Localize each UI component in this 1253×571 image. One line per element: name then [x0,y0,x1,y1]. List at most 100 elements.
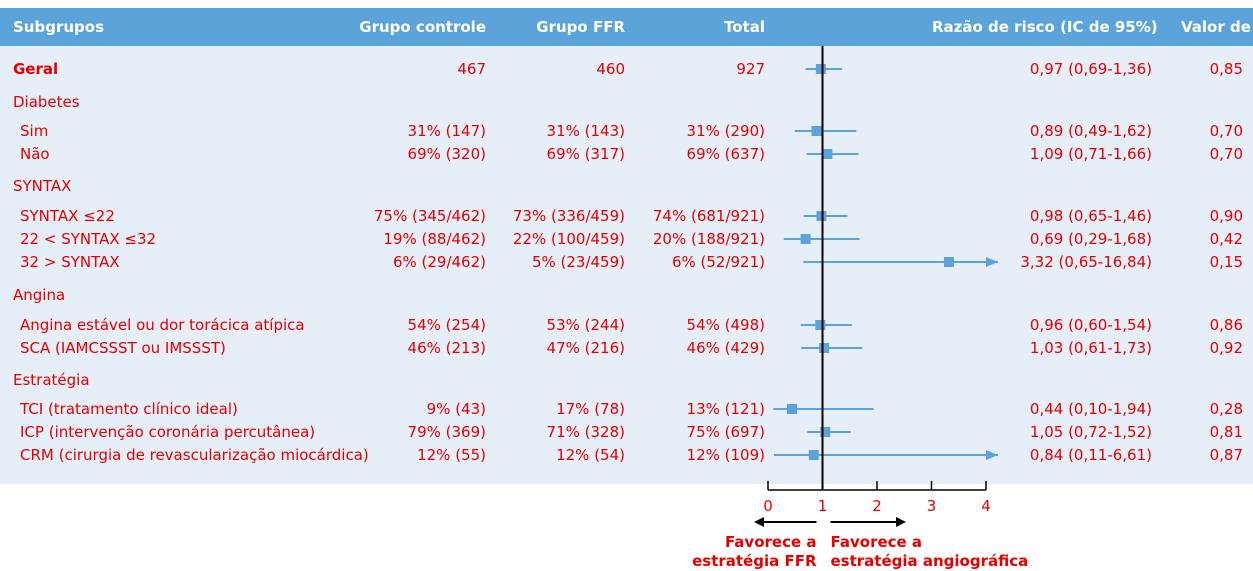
p-value: 0,70 [1210,122,1243,140]
control-value: 467 [457,60,486,78]
row-label: TCI (tratamento clínico ideal) [19,400,238,418]
p-value: 0,42 [1210,230,1243,248]
header-ffr: Grupo FFR [536,18,625,36]
ffr-value: 17% (78) [556,400,625,418]
favor-left-arrowhead [754,517,764,527]
header-rr: Razão de risco (IC de 95%) [932,18,1158,36]
marks-layer [773,64,998,460]
ffr-value: 22% (100/459) [513,230,625,248]
point-estimate [811,126,822,136]
ffr-value: 69% (317) [547,145,625,163]
point-estimate [815,320,826,330]
tick-label: 0 [763,497,773,515]
x-axis: 0 1 2 3 4 [763,481,991,515]
control-value: 46% (213) [408,339,486,357]
control-value: 75% (345/462) [374,207,486,225]
group-label: SYNTAX [13,177,71,195]
ci-value: 3,32 (0,65-16,84) [1020,253,1152,271]
total-value: 12% (109) [687,446,765,464]
ci-value: 0,69 (0,29-1,68) [1030,230,1152,248]
favor-left-line2: estratégia FFR [692,552,817,570]
ci-value: 1,05 (0,72-1,52) [1030,423,1152,441]
ci-arrow [986,450,998,460]
header-control: Grupo controle [359,18,486,36]
total-value: 31% (290) [687,122,765,140]
row-label: Geral [13,60,58,78]
p-value: 0,90 [1210,207,1243,225]
row-label: SYNTAX ≤22 [20,207,115,225]
point-estimate [819,343,830,353]
ci-value: 0,96 (0,60-1,54) [1030,316,1152,334]
p-value: 0,70 [1210,145,1243,163]
point-estimate [815,64,826,74]
favor-left-line1: Favorece a [725,533,817,551]
tick-label: 3 [927,497,937,515]
tick-label: 4 [981,497,991,515]
row-label: 32 > SYNTAX [20,253,120,271]
control-value: 79% (369) [408,423,486,441]
control-value: 6% (29/462) [393,253,486,271]
ci-value: 0,44 (0,10-1,94) [1030,400,1152,418]
tick-label: 2 [872,497,882,515]
total-value: 46% (429) [687,339,765,357]
point-estimate [786,404,797,414]
row-label: 22 < SYNTAX ≤32 [20,230,156,248]
header-bar [0,8,1253,46]
total-value: 54% (498) [687,316,765,334]
total-value: 69% (637) [687,145,765,163]
ci-arrow [986,257,998,267]
point-estimate [943,257,954,267]
p-value: 0,85 [1210,60,1243,78]
favor-right-arrowhead [896,517,906,527]
header-p: Valor de P [1181,18,1253,36]
control-value: 69% (320) [408,145,486,163]
ffr-value: 53% (244) [547,316,625,334]
ffr-value: 73% (336/459) [513,207,625,225]
header-subgroups: Subgrupos [13,18,104,36]
control-value: 31% (147) [408,122,486,140]
row-label: Angina estável ou dor torácica atípica [20,316,305,334]
control-value: 12% (55) [417,446,486,464]
total-value: 6% (52/921) [672,253,765,271]
ci-value: 0,89 (0,49-1,62) [1030,122,1152,140]
ci-value: 1,09 (0,71-1,66) [1030,145,1152,163]
group-label: Estratégia [13,371,90,389]
point-estimate [800,234,811,244]
point-estimate [822,149,833,159]
p-value: 0,81 [1210,423,1243,441]
tick-label: 1 [818,497,828,515]
p-value: 0,28 [1210,400,1243,418]
point-estimate [808,450,819,460]
row-label: ICP (intervenção coronária percutânea) [20,423,315,441]
control-value: 9% (43) [427,400,486,418]
control-value: 54% (254) [408,316,486,334]
row-label: SCA (IAMCSSST ou IMSSST) [20,339,226,357]
ffr-value: 5% (23/459) [532,253,625,271]
p-value: 0,87 [1210,446,1243,464]
p-value: 0,86 [1210,316,1243,334]
table-band [0,46,1253,484]
p-value: 0,15 [1210,253,1243,271]
total-value: 927 [736,60,765,78]
ffr-value: 460 [596,60,625,78]
point-estimate [816,211,827,221]
row-label: Sim [20,122,48,140]
header-total: Total [724,18,765,36]
row-label: CRM (cirurgia de revascularização miocár… [20,446,369,464]
ci-value: 0,98 (0,65-1,46) [1030,207,1152,225]
point-estimate [820,427,831,437]
ci-value: 1,03 (0,61-1,73) [1030,339,1152,357]
ffr-value: 31% (143) [547,122,625,140]
control-value: 19% (88/462) [383,230,486,248]
group-label: Diabetes [13,93,80,111]
group-label: Angina [13,286,65,304]
total-value: 13% (121) [687,400,765,418]
rows-layer: Geral 467 460 927 0,97 (0,69-1,36) 0,85 Diabet… [13,60,1243,464]
ci-value: 0,97 (0,69-1,36) [1030,60,1152,78]
ci-value: 0,84 (0,11-6,61) [1030,446,1152,464]
total-value: 75% (697) [687,423,765,441]
p-value: 0,92 [1210,339,1243,357]
favor-right-line1: Favorece a [831,533,923,551]
